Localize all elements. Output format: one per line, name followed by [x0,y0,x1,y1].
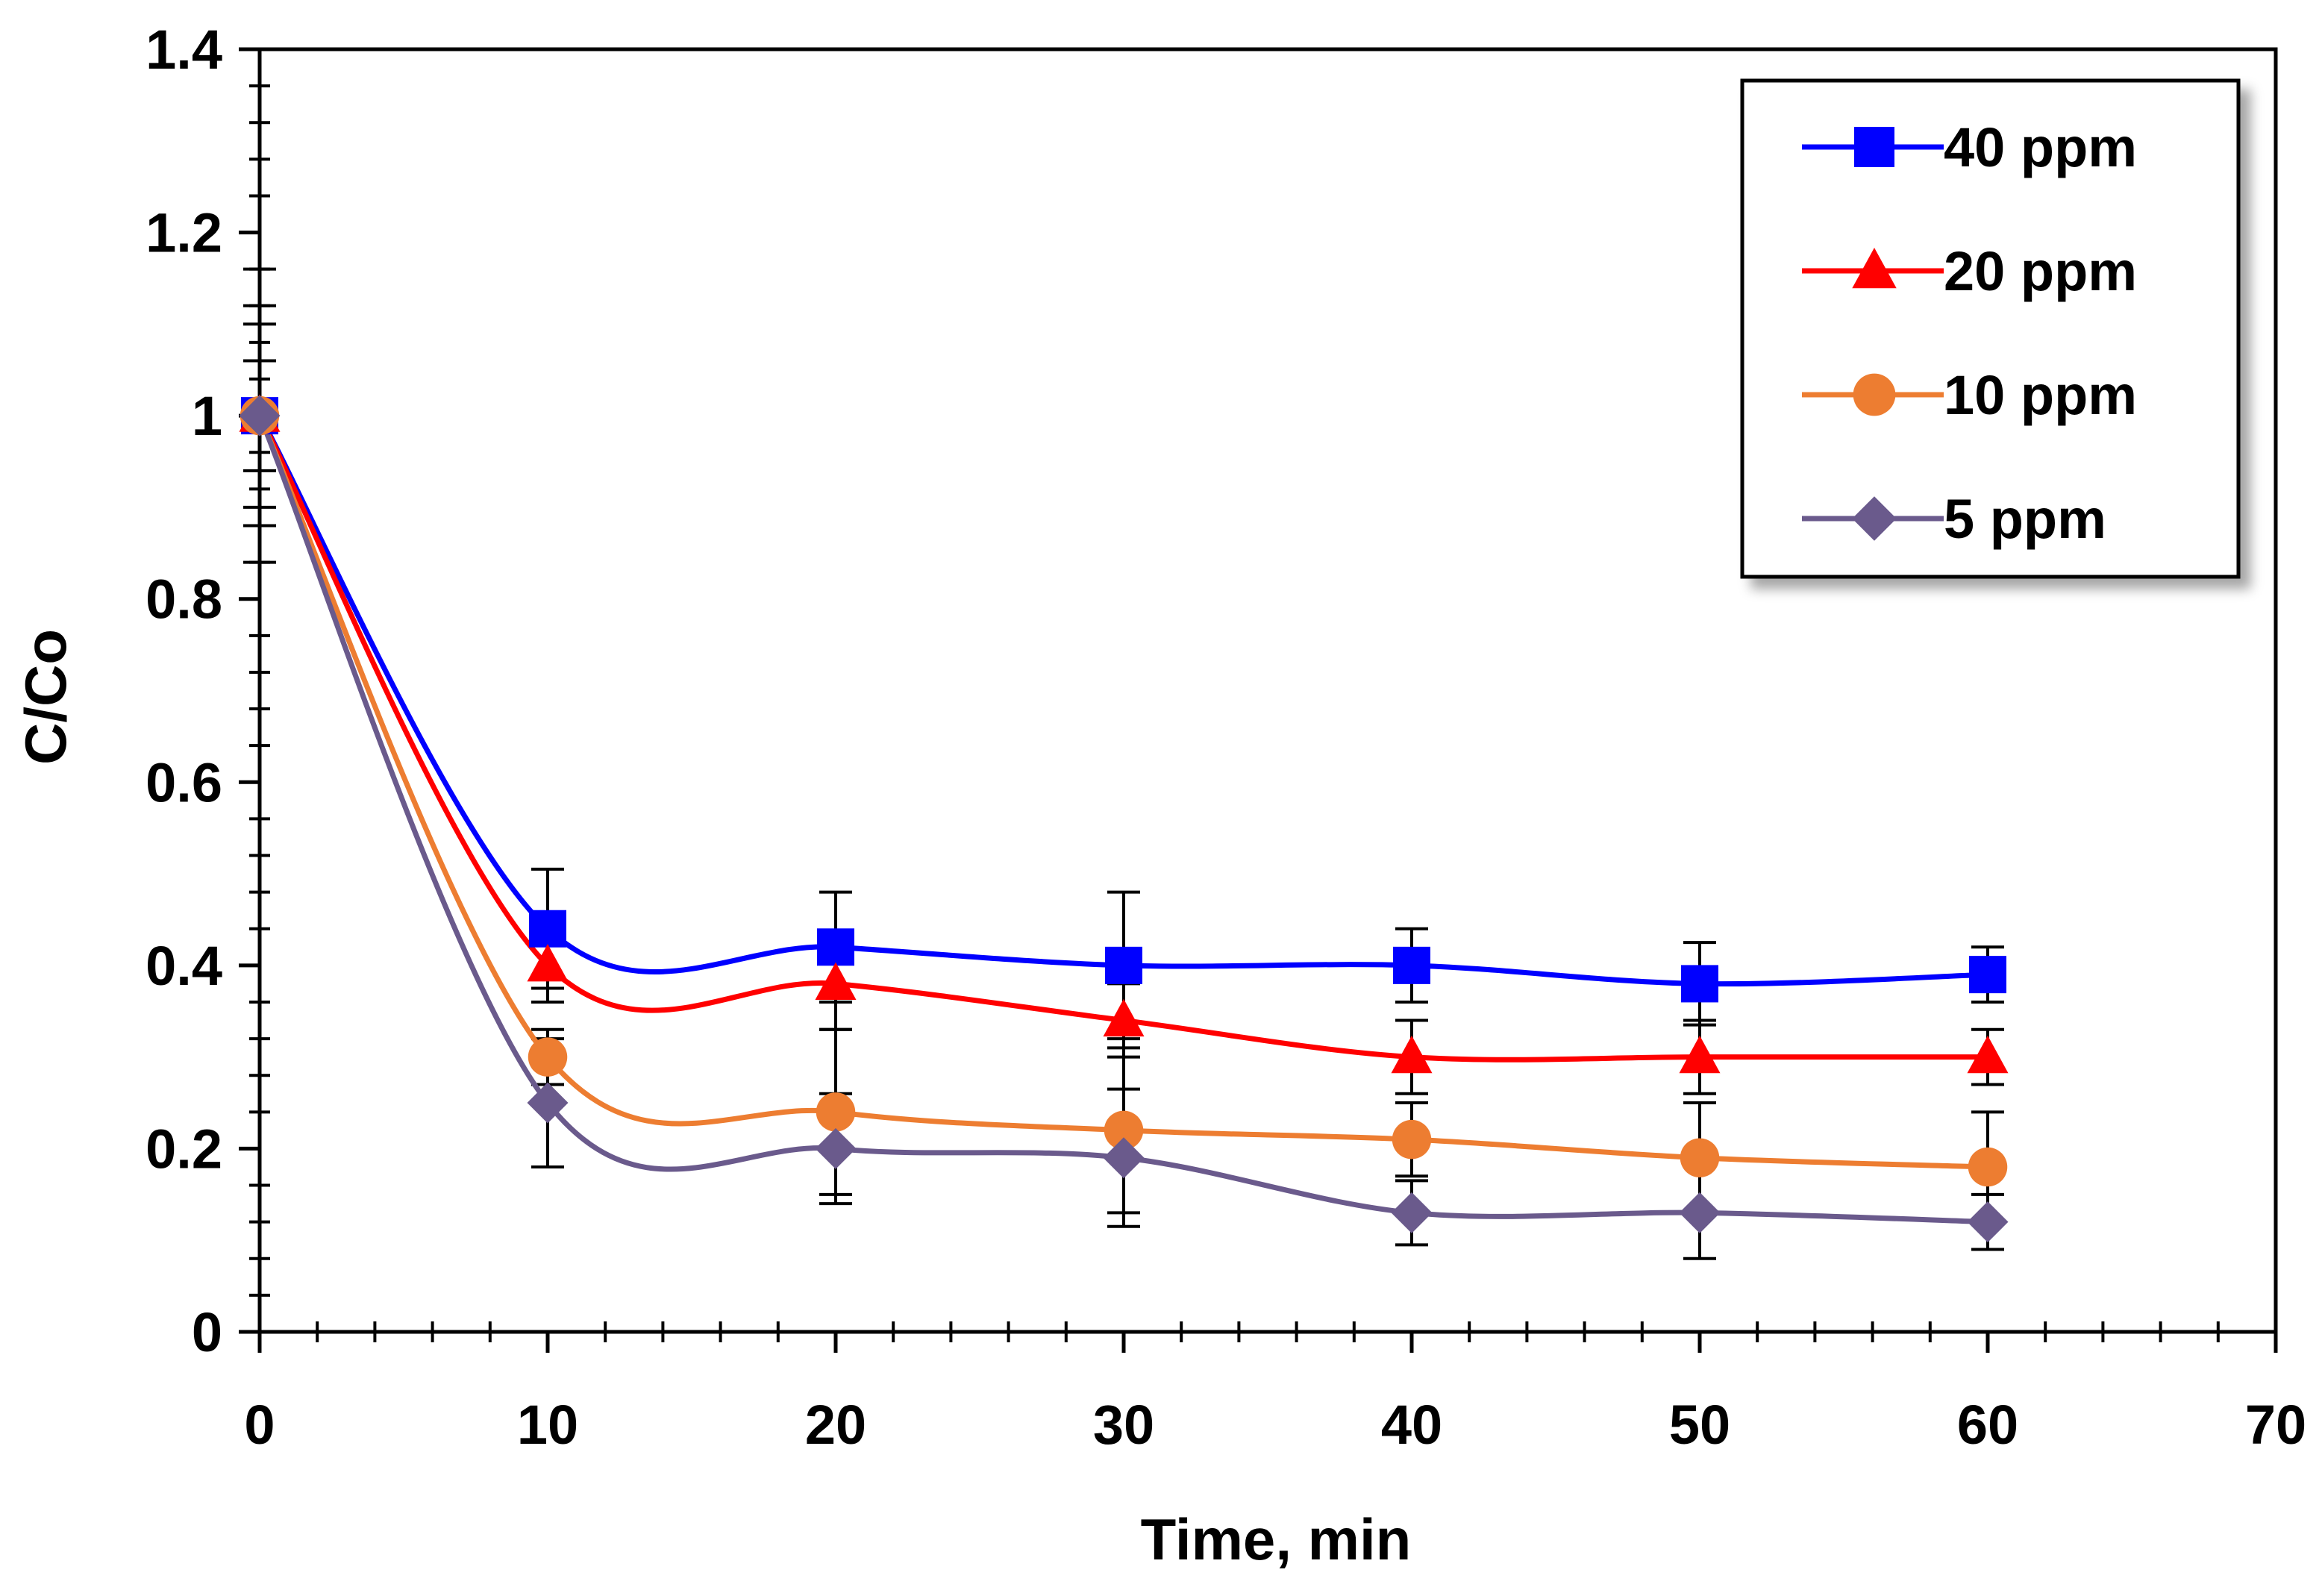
legend-marker-5-ppm [1852,496,1897,541]
y-axis-title: C/Co [13,629,78,765]
x-tick-label: 30 [1093,1394,1154,1456]
data-point-20-ppm [1679,1035,1721,1074]
data-point-10-ppm [1968,1147,2008,1187]
legend-marker-20-ppm [1852,247,1897,289]
data-point-20-ppm [1103,998,1145,1037]
legend-label-5-ppm: 5 ppm [1944,488,2106,550]
x-tick-label: 0 [244,1394,275,1456]
x-tick-label: 20 [805,1394,866,1456]
axis-ticks [239,47,2278,1353]
series-line-20-ppm [257,414,1988,1063]
data-point-5-ppm [1103,1137,1145,1179]
data-point-40-ppm [529,910,566,948]
data-point-5-ppm [1679,1192,1721,1233]
legend-marker-10-ppm [1853,373,1896,416]
series-markers [239,394,2009,1243]
data-point-10-ppm [816,1092,856,1132]
error-bars [243,267,2004,1260]
legend: 40 ppm 20 ppm 10 ppm 5 ppm [1740,78,2241,579]
data-point-10-ppm [1392,1119,1432,1160]
legend-label-20-ppm: 20 ppm [1944,240,2137,302]
y-tick-label: 0.6 [145,751,222,813]
y-tick-label: 0 [192,1301,222,1363]
data-point-20-ppm [527,944,569,982]
series-line-5-ppm [257,414,1988,1225]
data-point-5-ppm [1967,1201,2009,1243]
data-point-40-ppm [1681,965,1718,1003]
x-axis-title: Time, min [1141,1506,1412,1572]
data-point-40-ppm [817,928,854,966]
data-point-40-ppm [1105,946,1142,984]
x-tick-label: 50 [1669,1394,1730,1456]
data-point-20-ppm [815,962,857,1000]
data-point-10-ppm [528,1037,568,1077]
y-tick-label: 0.8 [145,569,222,630]
axis-tick-labels: 0 0.2 0.4 0.6 0.8 1 1.2 1.4 0 10 20 30 40 50 60 70 [145,19,2306,1456]
x-tick-label: 70 [2245,1394,2306,1456]
y-tick-label: 1.2 [145,202,222,264]
data-point-10-ppm [1104,1110,1144,1151]
data-point-20-ppm [1391,1035,1433,1074]
data-point-5-ppm [527,1082,569,1124]
x-tick-label: 40 [1381,1394,1442,1456]
y-tick-label: 0.4 [145,935,222,997]
x-tick-label: 60 [1957,1394,2018,1456]
legend-label-10-ppm: 10 ppm [1944,364,2137,426]
data-point-40-ppm [1393,946,1430,984]
data-point-5-ppm [815,1127,857,1169]
y-tick-label: 0.2 [145,1118,222,1180]
legend-label-40-ppm: 40 ppm [1944,116,2137,178]
data-point-40-ppm [1969,956,2006,994]
y-tick-label: 1 [192,385,222,447]
plot-area [257,47,2278,1334]
x-tick-label: 10 [517,1394,578,1456]
data-point-20-ppm [1967,1035,2009,1074]
plot-frame [257,47,2278,1334]
legend-box [1740,78,2241,579]
legend-marker-40-ppm [1854,127,1894,167]
data-point-10-ppm [1680,1138,1720,1177]
y-tick-label: 1.4 [145,19,222,81]
data-point-5-ppm [1391,1192,1433,1233]
data-point-5-ppm [239,395,281,436]
